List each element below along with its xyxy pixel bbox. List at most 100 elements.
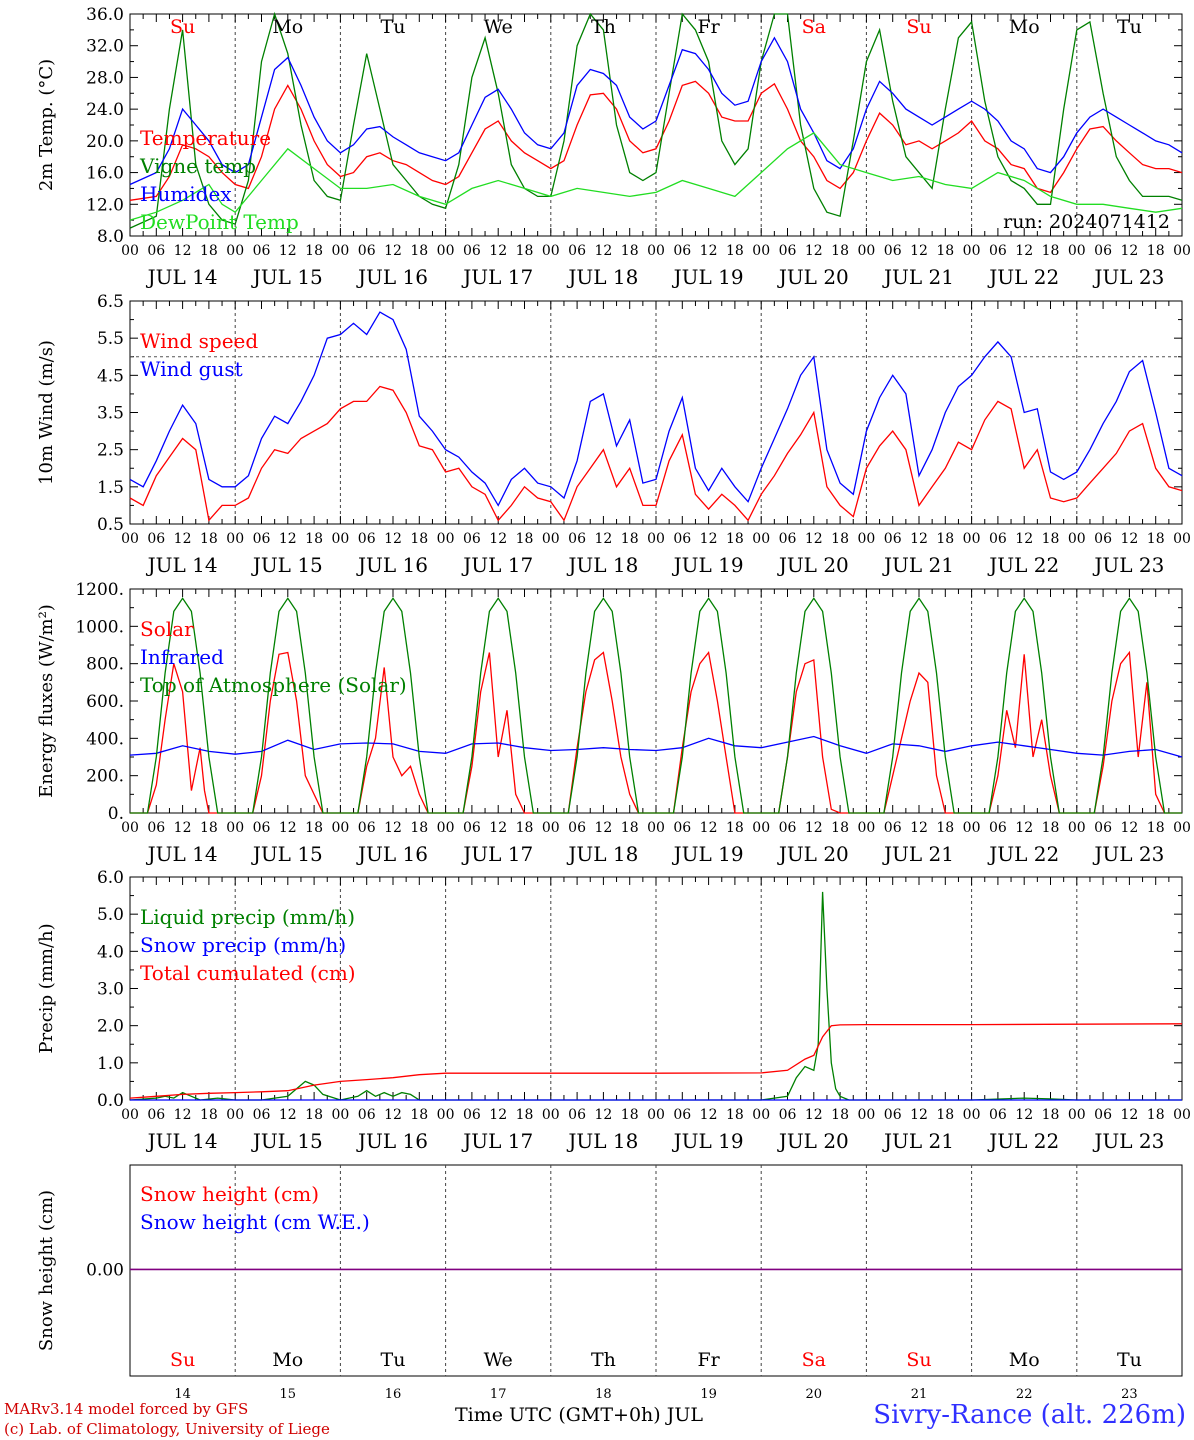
weekday-label-bottom: Su xyxy=(906,1349,931,1371)
y-tick-label: 400. xyxy=(86,729,124,749)
hour-tick-label: 00 xyxy=(857,820,875,836)
legend-entry: Vigne temp xyxy=(139,154,256,178)
hour-tick-label: 18 xyxy=(1042,531,1060,547)
date-label: JUL 19 xyxy=(672,1129,744,1153)
hour-tick-label: 06 xyxy=(253,243,271,259)
hour-tick-label: 06 xyxy=(1094,531,1112,547)
date-label: JUL 22 xyxy=(987,553,1059,577)
legend-entry: Total cumulated (cm) xyxy=(140,961,356,985)
hour-tick-label: 12 xyxy=(384,820,402,836)
hour-tick-label: 00 xyxy=(226,531,244,547)
hour-tick-label: 00 xyxy=(542,1107,560,1123)
hour-tick-label: 12 xyxy=(489,820,507,836)
date-label: JUL 15 xyxy=(251,842,323,866)
hour-tick-label: 12 xyxy=(805,531,823,547)
hour-tick-label: 18 xyxy=(831,820,849,836)
hour-tick-label: 06 xyxy=(463,243,481,259)
run-label: run: 2024071412 xyxy=(1003,211,1170,233)
hour-tick-label: 00 xyxy=(437,820,455,836)
y-tick-label: 1200. xyxy=(75,580,124,600)
hour-tick-label: 18 xyxy=(621,1107,639,1123)
y-tick-label: 1000. xyxy=(75,617,124,637)
hour-tick-label: 12 xyxy=(489,531,507,547)
y-tick-label: 600. xyxy=(86,692,124,712)
weekday-label-bottom: Mo xyxy=(1009,1349,1040,1371)
y-tick-label: 1.5 xyxy=(97,478,124,498)
date-label: JUL 15 xyxy=(251,1129,323,1153)
hour-tick-label: 00 xyxy=(1173,531,1191,547)
date-label: JUL 20 xyxy=(777,842,849,866)
hour-tick-label: 00 xyxy=(647,1107,665,1123)
hour-tick-label: 06 xyxy=(253,820,271,836)
weekday-label-bottom: Fr xyxy=(697,1349,720,1371)
hour-tick-label: 12 xyxy=(1015,243,1033,259)
hour-tick-label: 00 xyxy=(752,531,770,547)
weekday-label-top: Mo xyxy=(272,16,303,38)
hour-tick-label: 06 xyxy=(884,531,902,547)
y-tick-label: 20.0 xyxy=(86,132,124,152)
hour-tick-label: 12 xyxy=(805,820,823,836)
hour-tick-label: 00 xyxy=(226,1107,244,1123)
hour-tick-label: 06 xyxy=(568,531,586,547)
series-line-0-2 xyxy=(129,36,1183,186)
hour-tick-label: 12 xyxy=(805,1107,823,1123)
hour-tick-label: 00 xyxy=(121,1107,139,1123)
hour-tick-label: 06 xyxy=(147,1107,165,1123)
hour-tick-label: 18 xyxy=(936,820,954,836)
legend-entry: Solar xyxy=(140,617,194,641)
hour-tick-label: 12 xyxy=(279,243,297,259)
hour-tick-label: 18 xyxy=(726,820,744,836)
hour-tick-label: 06 xyxy=(673,243,691,259)
weekday-label-top: Su xyxy=(906,16,931,38)
hour-tick-label: 00 xyxy=(1173,243,1191,259)
hour-tick-label: 12 xyxy=(1015,531,1033,547)
hour-tick-label: 06 xyxy=(147,531,165,547)
hour-tick-label: 06 xyxy=(358,531,376,547)
hour-tick-label: 06 xyxy=(989,1107,1007,1123)
hour-tick-label: 00 xyxy=(331,1107,349,1123)
date-label: JUL 16 xyxy=(356,265,428,289)
date-label: JUL 22 xyxy=(987,1129,1059,1153)
hour-tick-label: 06 xyxy=(989,820,1007,836)
hour-tick-label: 12 xyxy=(384,1107,402,1123)
date-label: JUL 18 xyxy=(566,553,638,577)
hour-tick-label: 00 xyxy=(1068,531,1086,547)
y-tick-label: 2.0 xyxy=(97,1017,124,1037)
day-number-label: 17 xyxy=(490,1387,507,1402)
hour-tick-label: 12 xyxy=(174,1107,192,1123)
date-label: JUL 23 xyxy=(1092,265,1164,289)
hour-tick-label: 00 xyxy=(542,531,560,547)
hour-tick-label: 18 xyxy=(410,531,428,547)
hour-tick-label: 18 xyxy=(200,531,218,547)
hour-tick-label: 00 xyxy=(857,243,875,259)
hour-tick-label: 18 xyxy=(305,531,323,547)
hour-tick-label: 18 xyxy=(305,820,323,836)
hour-tick-label: 18 xyxy=(621,243,639,259)
y-tick-label: 0. xyxy=(108,804,124,824)
y-tick-label: 5.5 xyxy=(97,329,124,349)
hour-tick-label: 06 xyxy=(463,1107,481,1123)
hour-tick-label: 18 xyxy=(831,1107,849,1123)
hour-tick-label: 06 xyxy=(779,820,797,836)
hour-tick-label: 12 xyxy=(594,820,612,836)
date-label: JUL 20 xyxy=(777,1129,849,1153)
y-tick-label: 3.5 xyxy=(97,404,124,424)
weekday-label-top: Th xyxy=(591,16,616,38)
y-tick-label: 0.5 xyxy=(97,515,124,535)
hour-tick-label: 00 xyxy=(331,820,349,836)
hour-tick-label: 18 xyxy=(516,243,534,259)
hour-tick-label: 06 xyxy=(779,243,797,259)
hour-tick-label: 18 xyxy=(1042,1107,1060,1123)
legend-entry: Snow height (cm W.E.) xyxy=(140,1210,370,1234)
date-label: JUL 20 xyxy=(777,553,849,577)
hour-tick-label: 18 xyxy=(936,531,954,547)
hour-tick-label: 06 xyxy=(673,1107,691,1123)
hour-tick-label: 00 xyxy=(963,243,981,259)
y-tick-label: 6.0 xyxy=(97,868,124,888)
weekday-label-bottom: We xyxy=(484,1349,513,1371)
hour-tick-label: 00 xyxy=(647,531,665,547)
hour-tick-label: 06 xyxy=(989,531,1007,547)
date-label: JUL 22 xyxy=(987,842,1059,866)
legend-entry: DewPoint Temp xyxy=(140,210,299,234)
weekday-label-bottom: Tu xyxy=(1117,1349,1142,1371)
